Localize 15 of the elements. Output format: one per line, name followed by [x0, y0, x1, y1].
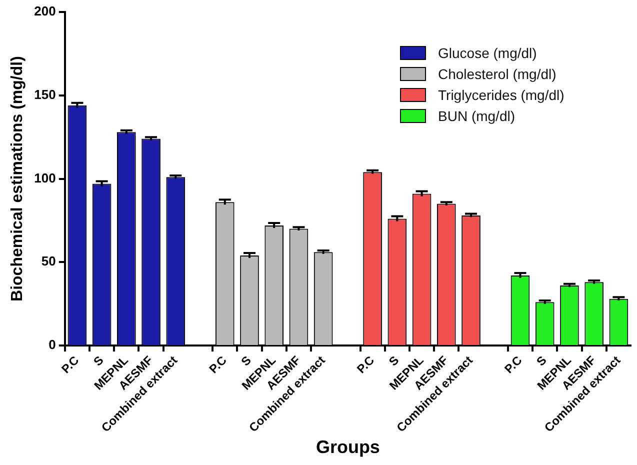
x-tick-label: P.C	[502, 352, 525, 376]
x-axis-title: Groups	[316, 437, 380, 458]
x-tick-label: P.C	[58, 352, 82, 376]
y-tick-label: 200	[34, 4, 56, 19]
y-tick-label: 150	[34, 86, 56, 102]
y-axis-title: Biochemical estimations (mg/dl)	[9, 56, 26, 302]
legend-label: Cholesterol (mg/dl)	[438, 66, 556, 82]
y-tick-label: 100	[34, 170, 56, 186]
x-tick-label: P.C	[354, 352, 378, 376]
y-tick-label: 50	[41, 254, 56, 269]
x-tick-label: P.C	[206, 352, 230, 376]
legend-label: Glucose (mg/dl)	[438, 44, 537, 60]
legend-label: BUN (mg/dl)	[438, 108, 516, 124]
y-tick-label: 0	[48, 337, 56, 352]
legend-label: Triglycerides (mg/dl)	[438, 86, 564, 102]
